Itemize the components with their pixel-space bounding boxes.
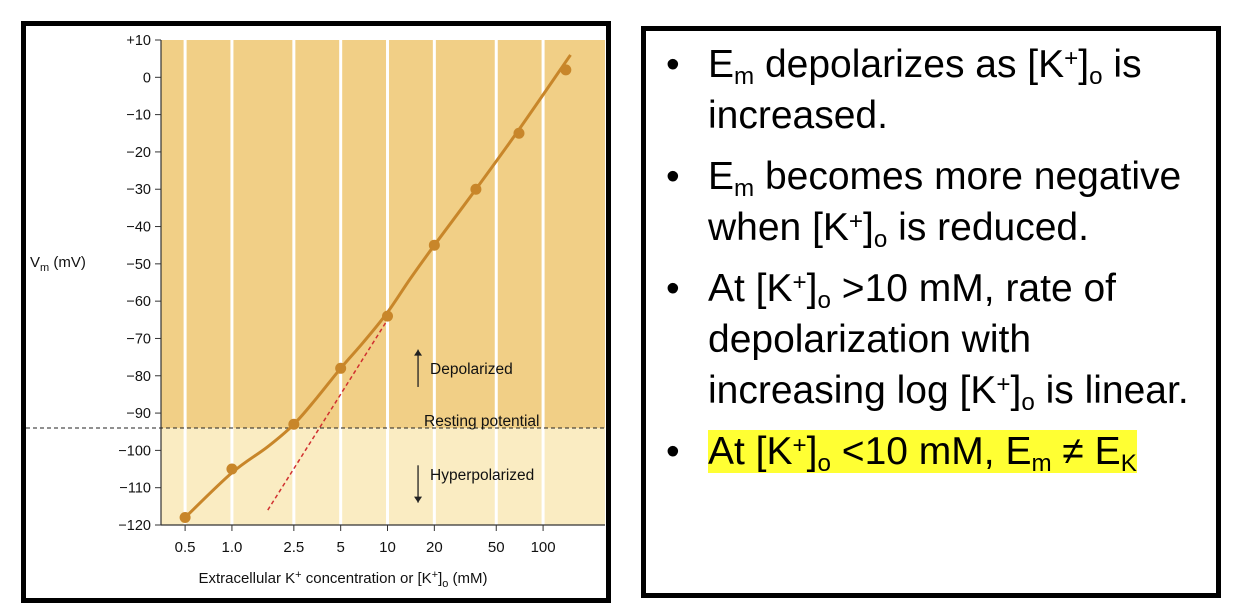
bullet-item: • At [K+]o >10 mM, rate of depolarization… [646,263,1216,416]
bullet-text-part: + [996,371,1011,399]
data-point [470,183,482,195]
y-tick-label: 0 [143,70,151,86]
y-tick-label: −70 [126,331,151,347]
nernst-line [267,319,389,511]
bullet-text: Em becomes more negative when [K+]o is r… [708,155,1182,252]
bullet-text-part: + [792,432,807,460]
bullet-text-part: m [1031,450,1052,478]
y-tick-label: −50 [126,257,151,273]
data-point [560,64,572,76]
y-tick-label: −100 [118,443,151,459]
y-tick-label: −10 [126,108,151,124]
y-tick-label: −40 [126,220,151,236]
hyperpolarized-arrowhead [414,496,423,503]
bullet-text-part: ] [806,267,818,310]
y-tick-label: −110 [119,481,151,497]
data-point [288,418,300,430]
y-axis-label: Vm (mV) [30,254,86,274]
x-axis-label: Extracellular K+ concentration or [K+]o … [198,569,487,590]
bullet-text-part: K [1120,450,1137,478]
x-tick-label: 100 [531,539,556,556]
depolarized-label: Depolarized [430,361,513,378]
data-point [179,512,191,524]
bullet-text-part: ] [1010,369,1022,412]
bullet-text-part: o [817,287,831,315]
x-tick-label: 10 [379,539,396,556]
bullet-text-part: + [848,208,864,236]
bullet-text-part: o [873,226,888,254]
bullet-dot: • [666,267,680,310]
chart-panel: +10 0 −10 −20 −30 −40 −50 −60 −70 −80 −90 −100 −110 −… [21,21,611,603]
bullet-text-part: + [792,269,807,297]
x-tick-label: 20 [426,539,443,556]
hyperpolarized-label: Hyperpolarized [430,467,534,484]
bullet-text-part: >10 mM, rate of depolarization with incr… [708,267,1117,412]
bullet-item: • Em depolarizes as [K+]o is increased. [646,39,1216,141]
bullet-text-part: o [1021,389,1035,417]
bullet-text: Em depolarizes as [K+]o is increased. [708,43,1142,137]
y-tick-label: −30 [126,182,151,198]
bullet-text-part: ] [806,430,818,473]
bullet-text-part: o [817,450,831,478]
fit-curve [184,54,572,519]
y-tick-label: −90 [126,406,151,422]
bullet-item: • At [K+]o <10 mM, Em ≠ EK [646,426,1216,477]
data-point [513,127,525,139]
bullet-text-part: depolarizes as [K [754,43,1065,86]
bullet-text-part: E [708,155,735,198]
bullet-text-part: is reduced. [887,206,1089,249]
x-tick-label: 50 [488,539,505,556]
data-point [335,362,347,374]
bullet-text-part: <10 mM, E [830,430,1032,473]
y-tick-label: −20 [126,145,151,161]
bullet-text-part: is increased. [708,43,1142,137]
x-tick-label: 0.5 [175,539,196,556]
bullet-dot: • [666,430,680,473]
bullet-text-part: E [708,43,735,86]
bullet-text-part: o [1089,63,1103,91]
hyperpolarized-region [161,428,605,525]
bullet-text-part: At [K [708,267,793,310]
bullet-dot: • [666,43,680,86]
bullet-text-part: m [734,175,755,203]
bullet-text-part: + [1064,45,1079,73]
y-tick-label: −60 [126,294,151,310]
data-point [226,463,238,475]
membrane-potential-chart: +10 0 −10 −20 −30 −40 −50 −60 −70 −80 −90 −100 −110 −… [26,33,605,590]
depolarized-arrowhead [414,349,423,356]
bullet-text-part: At [K [708,430,793,473]
bullet-text-part: ] [1078,43,1090,86]
y-tick-label: −80 [126,369,151,385]
bullet-text-part: m [734,63,755,91]
bullet-text: At [K+]o >10 mM, rate of depolarization … [708,267,1189,415]
resting-potential-label: Resting potential [424,413,539,430]
text-panel: • Em depolarizes as [K+]o is increased. • E… [641,26,1221,598]
bullet-text-part: is linear. [1034,369,1189,412]
y-tick-label: +10 [126,33,151,49]
y-tick-label: −120 [118,518,151,534]
bullet-dot: • [666,155,680,198]
x-tick-label: 2.5 [283,539,304,556]
depolarized-region [161,40,605,428]
data-point [428,239,440,251]
bullet-text-part: ≠ E [1051,430,1121,473]
bullet-item: • Em becomes more negative when [K+]o is … [646,151,1216,253]
bullet-text-part: ] [863,206,874,249]
x-tick-label: 5 [337,539,345,556]
bullet-text-part: becomes more negative when [K [708,155,1182,249]
bullet-text: At [K+]o <10 mM, Em ≠ EK [708,430,1137,476]
bullet-list: • Em depolarizes as [K+]o is increased. • E… [646,39,1216,487]
x-tick-label: 1.0 [222,539,243,556]
data-point [382,310,394,322]
